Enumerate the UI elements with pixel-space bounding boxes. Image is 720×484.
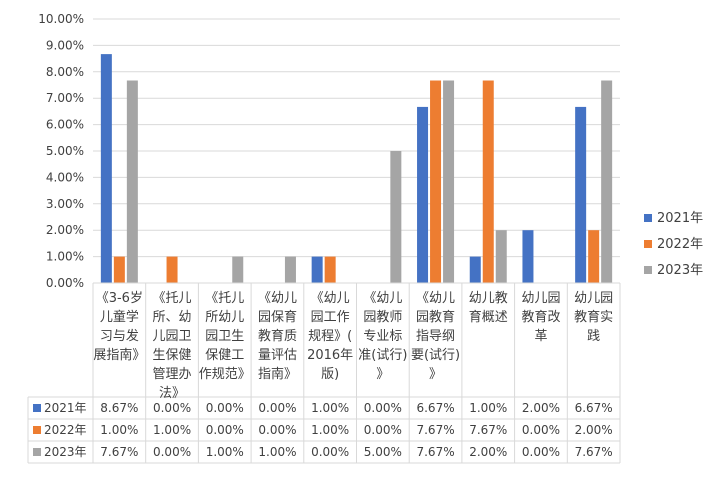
bar [284,256,296,283]
data-label: 1.00% [311,401,349,415]
data-label: 6.67% [416,401,454,415]
data-label: 7.67% [416,445,454,459]
bar [232,256,244,283]
bar [443,80,455,284]
data-label: 0.00% [206,401,244,415]
legend-label: 2023年 [657,263,703,278]
y-tick-label: 8.00% [46,65,84,79]
bar [100,54,112,283]
bar [166,256,178,283]
bar [469,256,481,283]
bar [417,106,429,283]
data-label: 0.00% [258,423,296,437]
legend: 2021年 2022年 2023年 [644,211,703,278]
category-label: 幼儿教育概述 [469,290,508,325]
y-tick-label: 1.00% [46,250,84,264]
bar [311,256,323,283]
data-label: 0.00% [522,445,560,459]
y-tick-label: 0.00% [46,276,84,290]
table-series-swatch [33,426,41,434]
legend-swatch [644,240,652,248]
data-label: 1.00% [258,445,296,459]
category-label: 幼儿园教育改革 [521,291,560,344]
category-label: 《幼儿园教师专业标准(试行)》 [358,291,407,382]
table-series-name: 2022年 [44,423,87,437]
y-tick-label: 5.00% [46,144,84,158]
table-series-swatch [33,404,41,412]
bar [522,230,534,283]
bar [601,80,613,284]
data-label: 2.00% [522,401,560,415]
y-tick-label: 9.00% [46,38,84,52]
bars [100,54,613,284]
data-label: 7.67% [575,445,613,459]
y-tick-label: 10.00% [38,12,84,26]
category-label: 《托儿所、幼儿园卫生保健管理办法》 [153,291,192,401]
data-label: 0.00% [153,401,191,415]
data-label: 7.67% [100,445,138,459]
data-label: 1.00% [153,423,191,437]
y-tick-label: 2.00% [46,223,84,237]
legend-swatch [644,214,652,222]
bar [482,80,494,284]
data-label: 0.00% [153,445,191,459]
table-series-name: 2023年 [44,445,87,459]
data-label: 0.00% [522,423,560,437]
data-table: 《3-6岁儿童学习与发展指南》《托儿所、幼儿园卫生保健管理办法》《托儿所幼儿园卫… [27,282,621,464]
data-label: 7.67% [416,423,454,437]
y-tick-label: 3.00% [46,197,84,211]
legend-label: 2022年 [657,237,703,252]
data-label: 6.67% [575,401,613,415]
data-label: 2.00% [469,445,507,459]
bar [430,80,442,284]
data-label: 5.00% [364,445,402,459]
legend-swatch [644,266,652,274]
y-tick-label: 7.00% [46,91,84,105]
data-label: 7.67% [469,423,507,437]
data-label: 0.00% [258,401,296,415]
data-label: 0.00% [364,423,402,437]
data-label: 1.00% [206,445,244,459]
data-label: 1.00% [100,423,138,437]
category-label: 《3-6岁儿童学习与发展指南》 [93,291,145,363]
bar [495,230,507,283]
bar [390,151,402,283]
category-label: 幼儿园教育实践 [574,291,613,344]
bar [575,106,587,283]
y-axis-ticks: 0.00% 1.00% 2.00% 3.00% 4.00% 5.00% 6.00% 7.00%… [38,12,84,290]
category-label: 《幼儿园工作规程》(2016年版) [307,291,353,382]
data-label: 0.00% [364,401,402,415]
bar [126,80,138,284]
category-label: 《幼儿园教育指导纲要(试行)》 [411,291,460,382]
table-series-swatch [33,448,41,456]
category-label: 《托儿所幼儿园卫生保健工作规范》 [199,291,251,382]
data-label: 0.00% [311,445,349,459]
bar [113,256,125,283]
data-label: 8.67% [100,401,138,415]
bar [588,230,600,283]
bar [324,256,336,283]
data-label: 1.00% [311,423,349,437]
y-tick-label: 6.00% [46,118,84,132]
data-label: 1.00% [469,401,507,415]
gridlines [93,18,620,284]
table-series-name: 2021年 [44,401,87,415]
category-label: 《幼儿园保育教育质量评估指南》 [258,291,297,382]
y-tick-label: 4.00% [46,170,84,184]
data-label: 0.00% [206,423,244,437]
data-label: 2.00% [575,423,613,437]
legend-label: 2021年 [657,211,703,226]
